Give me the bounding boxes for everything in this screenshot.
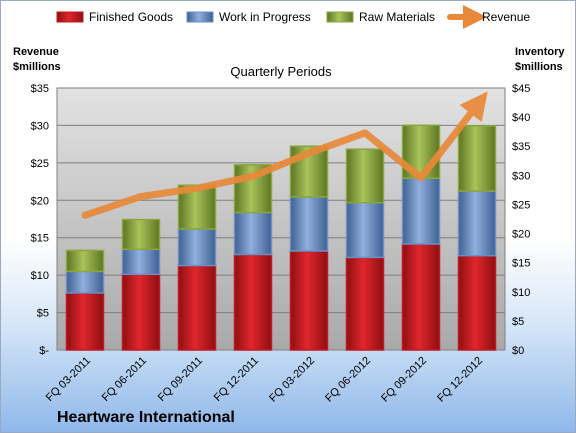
bar-finished-goods — [177, 264, 217, 351]
right-tick-label: $20 — [512, 229, 530, 241]
bar-raw-materials — [457, 125, 497, 192]
bar-finished-goods — [345, 256, 385, 351]
right-tick-label: $0 — [512, 345, 524, 357]
left-tick-label: $- — [39, 345, 49, 357]
bar-work-in-progress — [65, 270, 105, 294]
category-label: FQ 09-2012 — [379, 355, 429, 405]
right-tick-label: $15 — [512, 258, 530, 270]
right-tick-label: $10 — [512, 287, 530, 299]
right-tick-label: $25 — [512, 199, 530, 211]
bar-finished-goods — [457, 254, 497, 351]
left-tick-label: $5 — [37, 308, 49, 320]
right-tick-label: $5 — [512, 316, 524, 328]
legend-label: Finished Goods — [89, 10, 173, 24]
bars — [65, 124, 497, 351]
bar-work-in-progress — [233, 211, 273, 256]
right-tick-label: $30 — [512, 170, 530, 182]
bar-finished-goods — [121, 273, 161, 351]
bar-work-in-progress — [121, 248, 161, 276]
bar-finished-goods — [233, 253, 273, 351]
bar-finished-goods — [289, 250, 329, 351]
left-tick-label: $10 — [31, 270, 49, 282]
bar-work-in-progress — [345, 201, 385, 259]
category-label: FQ 03-2012 — [267, 355, 317, 405]
bar-raw-materials — [65, 249, 105, 273]
category-label: FQ 06-2012 — [323, 355, 373, 405]
bar-raw-materials — [121, 218, 161, 251]
bar-work-in-progress — [177, 228, 217, 267]
legend-label: Revenue — [482, 10, 530, 24]
left-axis-ticks: $- $5 $10 $15 $20 $25 $30 $35 — [31, 83, 50, 357]
legend-swatch-work-in-progress — [186, 11, 214, 23]
category-label: FQ 09-2011 — [156, 355, 205, 404]
legend-label: Raw Materials — [359, 10, 435, 24]
bar-work-in-progress — [289, 196, 329, 252]
right-axis-ticks: $0 $5 $10 $15 $20 $25 $30 $35 $40 $45 — [512, 83, 530, 357]
left-tick-label: $35 — [31, 83, 49, 95]
right-tick-label: $40 — [512, 112, 530, 124]
revenue-line-path — [81, 91, 488, 219]
left-tick-label: $30 — [31, 120, 49, 132]
right-tick-label: $35 — [512, 141, 530, 153]
left-tick-label: $25 — [31, 158, 49, 170]
legend-swatch-raw-materials — [326, 11, 354, 23]
left-axis-title-line1: Revenue — [13, 46, 59, 58]
category-label: FQ 12-2012 — [435, 355, 485, 405]
chart-subtitle: Quarterly Periods — [230, 64, 332, 79]
right-axis-title-line1: Inventory — [515, 46, 565, 58]
category-label: FQ 03-2011 — [44, 355, 93, 404]
legend-swatch-finished-goods — [56, 11, 84, 23]
company-name: Heartware International — [57, 409, 235, 426]
bar-finished-goods — [401, 243, 441, 351]
left-axis-title-line2: $millions — [13, 61, 61, 73]
legend: Finished Goods Work in Progress Raw Materi… — [56, 5, 530, 29]
bar-raw-materials — [345, 148, 385, 204]
category-label: FQ 06-2011 — [100, 355, 149, 404]
revenue-line — [81, 91, 488, 219]
right-axis-title-line2: $millions — [515, 61, 563, 73]
legend-label: Work in Progress — [219, 10, 311, 24]
bar-work-in-progress — [401, 177, 441, 245]
right-tick-label: $45 — [512, 83, 530, 95]
left-tick-label: $15 — [31, 233, 49, 245]
category-label: FQ 12-2011 — [212, 355, 261, 404]
bar-finished-goods — [65, 292, 105, 351]
bar-work-in-progress — [457, 190, 497, 257]
x-axis-ticks: FQ 03-2011 FQ 06-2011 FQ 09-2011 FQ 12-2011… — [44, 355, 485, 405]
left-tick-label: $20 — [31, 195, 49, 207]
